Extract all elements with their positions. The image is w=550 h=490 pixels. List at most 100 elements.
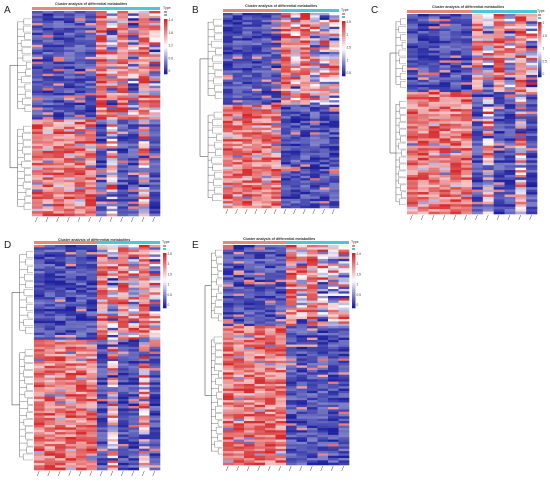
heatmap-cell xyxy=(106,102,118,106)
heatmap-cell xyxy=(139,448,150,452)
heatmap-cell xyxy=(86,398,98,402)
heatmap-cell xyxy=(32,100,43,103)
heatmap-cell xyxy=(281,65,291,69)
heatmap-cell xyxy=(64,11,75,14)
heatmap-cell xyxy=(96,138,107,142)
heatmap-cell xyxy=(407,92,419,95)
heatmap-cell xyxy=(223,54,233,57)
heatmap-cell xyxy=(149,462,161,466)
heatmap-cell xyxy=(252,93,262,96)
heatmap-cell xyxy=(281,17,291,21)
heatmap-cell xyxy=(32,90,43,94)
heatmap-cell xyxy=(515,106,527,110)
heatmap-cell xyxy=(515,43,527,47)
heatmap-cell xyxy=(32,109,43,113)
heatmap-cell xyxy=(310,139,320,142)
heatmap-cell xyxy=(53,85,65,89)
heatmap-cell xyxy=(223,111,233,115)
heatmap-cell xyxy=(138,112,150,115)
heatmap-cell xyxy=(281,38,291,41)
colorbar-segment xyxy=(538,49,542,53)
heatmap-cell xyxy=(329,194,340,197)
heatmap-cell xyxy=(252,54,262,57)
heatmap-cell xyxy=(504,43,516,47)
heatmap-cell xyxy=(296,251,308,255)
heatmap-cell xyxy=(107,353,119,357)
heatmap-cell xyxy=(76,294,87,298)
heatmap-cell xyxy=(450,104,462,107)
heatmap-cell xyxy=(53,15,65,19)
heatmap-cell xyxy=(107,278,119,281)
heatmap-cell xyxy=(53,189,65,193)
heatmap-cell xyxy=(252,146,262,149)
heatmap-cell xyxy=(139,266,150,269)
heatmap-cell xyxy=(76,323,87,326)
heatmap-cell xyxy=(252,118,262,122)
heatmap-cell xyxy=(252,178,262,181)
heatmap-cell xyxy=(493,187,505,190)
heatmap-cell xyxy=(117,170,129,173)
heatmap-cell xyxy=(286,256,297,260)
heatmap-cell xyxy=(261,77,272,80)
heatmap-cell xyxy=(53,131,65,135)
heatmap-cell xyxy=(223,205,233,209)
heatmap-cell xyxy=(55,292,66,296)
heatmap-cell xyxy=(515,104,527,107)
heatmap-cell xyxy=(42,146,54,149)
heatmap-cell xyxy=(97,391,108,395)
heatmap-cell xyxy=(461,21,473,25)
heatmap-cell xyxy=(34,460,45,464)
heatmap-cell xyxy=(252,191,262,195)
heatmap-cell xyxy=(85,47,97,50)
panel-title-a: Cluster analysis of differential metabol… xyxy=(55,2,128,6)
heatmap-cell xyxy=(417,114,429,117)
heatmap-cell xyxy=(329,88,340,92)
heatmap-cell xyxy=(44,429,56,433)
heatmap-cell xyxy=(493,201,505,205)
heatmap-cell xyxy=(223,187,233,190)
heatmap-cell xyxy=(149,342,161,345)
heatmap-cell xyxy=(128,42,139,46)
heatmap-cell xyxy=(271,97,282,101)
heatmap-cell xyxy=(44,434,56,438)
heatmap-cell xyxy=(96,134,107,137)
heatmap-cell xyxy=(417,194,429,198)
heatmap-cell xyxy=(118,287,129,291)
heatmap-cell xyxy=(493,189,505,193)
heatmap-cell xyxy=(65,448,77,452)
heatmap-cell xyxy=(461,57,473,61)
heatmap-cell xyxy=(504,82,516,86)
heatmap-cell xyxy=(76,256,87,260)
heatmap-cell xyxy=(290,169,301,172)
column-label-mark xyxy=(322,208,325,215)
heatmap-cell xyxy=(138,66,150,70)
heatmap-cell xyxy=(319,134,330,138)
column-label-mark xyxy=(283,208,287,215)
heatmap-cell xyxy=(338,245,350,248)
heatmap-cell xyxy=(482,40,494,44)
heatmap-cell xyxy=(44,263,56,267)
heatmap-cell xyxy=(242,33,253,37)
heatmap-cell xyxy=(128,275,140,279)
colorbar-segment xyxy=(342,62,346,65)
heatmap-cell xyxy=(450,182,462,186)
heatmap-cell xyxy=(300,120,311,124)
heatmap-cell xyxy=(53,64,65,67)
heatmap-cell xyxy=(300,95,311,99)
heatmap-cell xyxy=(53,83,65,87)
heatmap-cell xyxy=(128,247,140,251)
heatmap-cell xyxy=(32,148,43,152)
heatmap-cell xyxy=(261,127,272,131)
heatmap-cell xyxy=(34,401,45,404)
heatmap-cell xyxy=(55,391,66,395)
heatmap-cell xyxy=(55,427,66,431)
heatmap-cell xyxy=(86,323,98,326)
heatmap-cell xyxy=(290,79,301,83)
heatmap-cell xyxy=(281,134,291,138)
heatmap-cell xyxy=(34,436,45,440)
heatmap-cell xyxy=(428,14,440,17)
heatmap-cell xyxy=(482,135,494,139)
heatmap-cell xyxy=(64,90,75,94)
heatmap-cell xyxy=(223,256,234,260)
heatmap-cell xyxy=(428,116,440,120)
